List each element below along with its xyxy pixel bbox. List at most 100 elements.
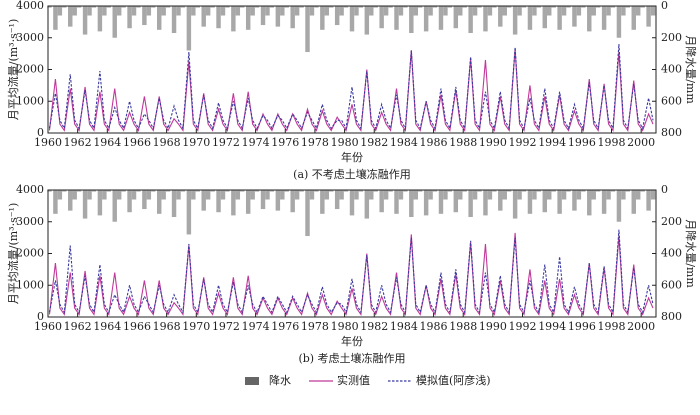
legend-label: 降水 (269, 373, 291, 387)
precip-bar (339, 190, 344, 200)
flow-line (48, 229, 654, 315)
precip-bar (284, 190, 289, 192)
precip-bar (472, 6, 478, 16)
y2-tick-label: 200 (661, 31, 682, 44)
precip-bar (180, 190, 186, 192)
precip-bar (383, 190, 389, 200)
x-tick-label: 1980 (331, 320, 359, 333)
y2-tick-label: 600 (661, 94, 682, 107)
precip-bar (314, 190, 319, 192)
precip-bar (398, 190, 404, 200)
precip-bar (91, 6, 97, 8)
precip-bar (542, 6, 548, 29)
precip-bar (532, 190, 537, 200)
precip-bar (225, 190, 230, 192)
precip-bar (290, 6, 295, 29)
precip-bar (616, 190, 622, 222)
precip-bar (309, 190, 315, 200)
x-tick-label: 2000 (627, 320, 655, 333)
precip-bar (265, 190, 270, 200)
precip-bar (443, 6, 448, 16)
precip-bar (587, 190, 592, 216)
precip-bar (299, 6, 304, 8)
precip-bar (47, 6, 52, 8)
flow-line (48, 232, 654, 317)
precip-bar (358, 6, 364, 8)
precip-bar (334, 6, 340, 26)
precip-bar (161, 190, 166, 200)
precip-bar (240, 6, 245, 8)
precip-bar (581, 190, 586, 192)
precip-bar (343, 190, 349, 192)
precip-bar (225, 6, 230, 8)
precip-bar (413, 190, 418, 200)
precip-bar (171, 190, 177, 217)
precip-bar (462, 190, 467, 192)
precip-bar (506, 6, 512, 8)
precip-bar (483, 190, 488, 216)
precip-bar (269, 6, 275, 8)
legend-swatch (245, 377, 259, 385)
precip-bar (468, 190, 473, 217)
precip-bar (131, 190, 137, 200)
y2-tick-label: 200 (661, 215, 682, 228)
x-tick-label: 1972 (212, 320, 240, 333)
precip-bar (121, 6, 126, 8)
precip-bar (195, 190, 200, 192)
precip-bar (483, 6, 488, 32)
precip-bar (186, 6, 192, 51)
precip-bar (383, 6, 389, 16)
precip-bar (284, 6, 289, 8)
precip-bar (245, 190, 251, 214)
precip-bar (394, 6, 399, 30)
precip-bar (294, 190, 300, 200)
x-tick-label: 1990 (479, 136, 507, 149)
x-tick-label: 1976 (271, 320, 299, 333)
precip-bar (417, 190, 423, 192)
precip-bar (409, 190, 414, 217)
precip-bar (265, 6, 270, 16)
precip-bar (314, 6, 319, 8)
precip-bar (557, 190, 562, 214)
precip-bar (512, 190, 518, 219)
precip-bar (432, 6, 438, 8)
precip-bar (156, 190, 162, 214)
y2-tick-label: 0 (661, 183, 668, 196)
precip-bar (57, 190, 63, 200)
precip-bar (453, 190, 459, 213)
legend-label: 实测值 (337, 373, 370, 387)
precip-bar (250, 190, 255, 200)
precip-bar (403, 190, 408, 192)
precip-bar (561, 190, 567, 200)
precip-bar (151, 6, 156, 8)
precip-bar (640, 6, 645, 8)
precip-bar (432, 190, 438, 192)
y-tick-label: 2000 (16, 247, 44, 260)
precip-bar (477, 190, 482, 192)
precip-bar (87, 190, 92, 200)
precip-bar (68, 190, 73, 211)
precip-bar (165, 6, 171, 8)
x-tick-label: 1996 (568, 320, 596, 333)
precip-bar (447, 6, 453, 8)
x-tick-label: 1964 (93, 320, 121, 333)
precip-bar (146, 190, 152, 200)
precip-bar (517, 190, 522, 200)
precip-bar (329, 190, 334, 192)
precip-bar (369, 190, 374, 200)
precip-bar (492, 6, 497, 8)
precip-bar (591, 190, 596, 200)
precip-bar (595, 190, 601, 192)
precip-bar (635, 190, 641, 200)
precip-bar (576, 6, 582, 16)
precip-bar (453, 6, 459, 29)
x-tick-label: 1974 (242, 320, 270, 333)
precip-bar (354, 6, 359, 16)
precip-bar (547, 6, 552, 16)
precip-bar (156, 6, 162, 30)
precip-bar (646, 6, 651, 27)
precip-bar (305, 190, 310, 237)
precip-bar (542, 190, 548, 213)
